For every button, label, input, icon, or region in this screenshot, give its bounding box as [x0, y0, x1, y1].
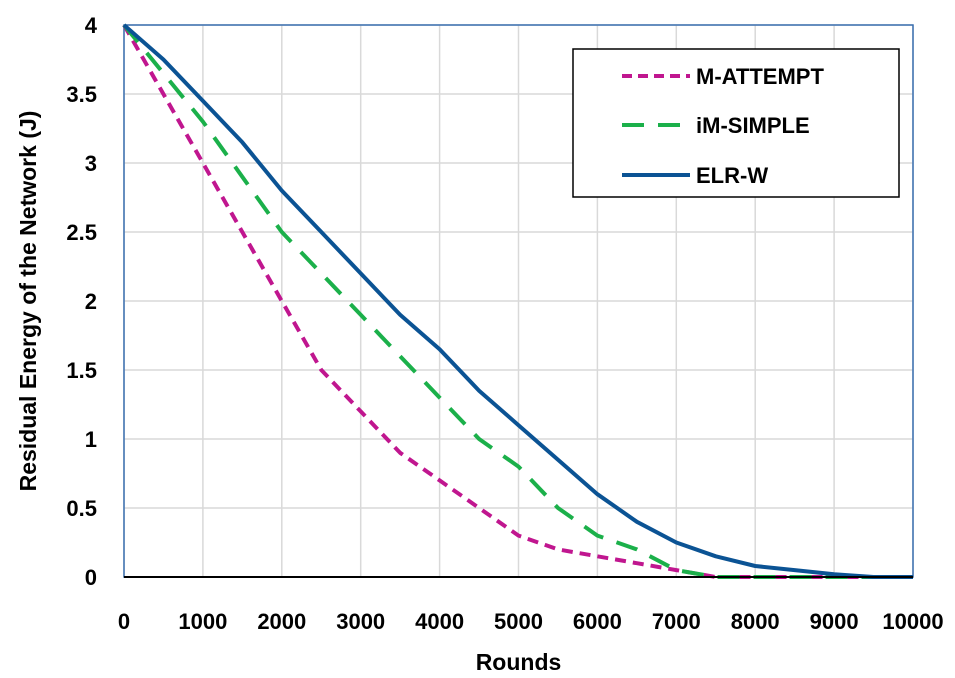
x-tick-label: 4000: [415, 609, 464, 634]
x-tick-label: 10000: [882, 609, 943, 634]
y-tick-labels: 0 0.5 1 1.5 2 2.5 3 3.5 4: [66, 13, 97, 590]
legend-label: iM-SIMPLE: [696, 113, 810, 138]
y-tick-label: 3.5: [66, 82, 97, 107]
y-tick-label: 4: [85, 13, 98, 38]
legend-label: M-ATTEMPT: [696, 64, 824, 89]
x-tick-label: 7000: [652, 609, 701, 634]
y-tick-label: 2: [85, 289, 97, 314]
series-line-im-simple: [122, 23, 913, 579]
x-tick-label: 9000: [810, 609, 859, 634]
legend-label: ELR-W: [696, 163, 768, 188]
legend: M-ATTEMPT iM-SIMPLE ELR-W: [572, 48, 900, 198]
x-tick-label: 1000: [178, 609, 227, 634]
y-tick-label: 3: [85, 151, 97, 176]
x-tick-label: 5000: [494, 609, 543, 634]
y-tick-label: 1: [85, 427, 97, 452]
y-tick-label: 0: [85, 565, 97, 590]
y-tick-label: 1.5: [66, 358, 97, 383]
x-tick-label: 2000: [257, 609, 306, 634]
y-axis-title: Residual Energy of the Network (J): [15, 111, 41, 492]
x-tick-label: 8000: [731, 609, 780, 634]
x-tick-label: 3000: [336, 609, 385, 634]
x-tick-label: 0: [118, 609, 130, 634]
x-tick-label: 6000: [573, 609, 622, 634]
y-tick-label: 2.5: [66, 220, 97, 245]
series-line-elr-w: [122, 23, 913, 579]
x-tick-labels: 0 1000 2000 3000 4000 5000 6000 7000 8000 9000 100…: [118, 609, 944, 634]
x-axis-title: Rounds: [476, 649, 562, 675]
y-tick-label: 0.5: [66, 496, 97, 521]
